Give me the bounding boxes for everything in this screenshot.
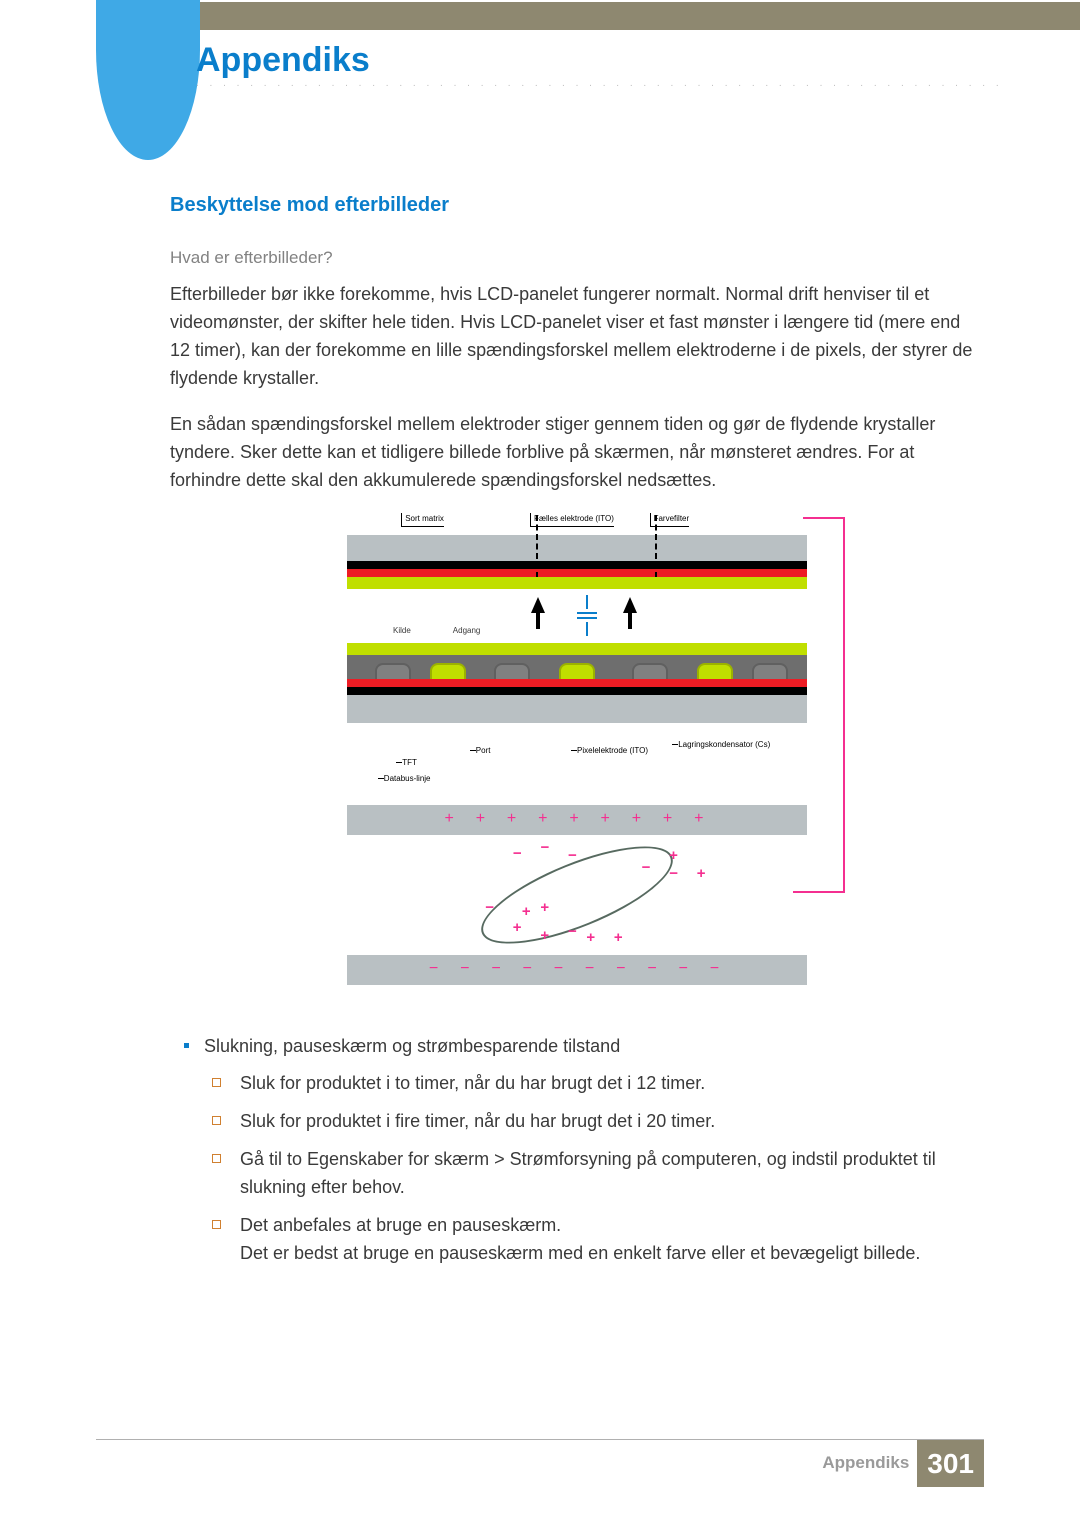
paragraph-2: En sådan spændingsforskel mellem elektro… xyxy=(170,411,984,495)
diagram-label: TFT xyxy=(402,757,417,769)
page-number: 301 xyxy=(917,1440,984,1487)
arrow-up-icon xyxy=(531,597,545,613)
charge-mark: − xyxy=(513,843,522,866)
charge-mark: + xyxy=(540,897,549,920)
charge-mark: + xyxy=(586,927,595,950)
positive-electrode-bar: + + + + + + + + + xyxy=(347,805,807,835)
lcd-cross-section-diagram: Sort matrixFælles elektrode (ITO)Farvefi… xyxy=(347,513,807,793)
footer-section-label: Appendiks xyxy=(822,1450,909,1476)
content-area: Beskyttelse mod efterbilleder Hvad er ef… xyxy=(170,190,984,1278)
charge-mark: + xyxy=(540,925,549,948)
diagram-label: Databus-linje xyxy=(384,773,431,785)
bullet-extra-text: Det er bedst at bruge en pauseskærm med … xyxy=(240,1243,920,1263)
diagram-label: Lagringskondensator (Cs) xyxy=(678,739,770,751)
diagram-label: Sort matrix xyxy=(402,513,444,527)
charge-mark: − xyxy=(641,857,650,880)
charge-mark: − xyxy=(669,863,678,886)
section-subheading: Hvad er efterbilleder? xyxy=(170,245,984,271)
capacitor-icon xyxy=(577,595,597,636)
bullet-level2: Sluk for produktet i to timer, når du ha… xyxy=(170,1070,984,1098)
diagram-label: Port xyxy=(476,745,491,757)
bullet-text: Det anbefales at bruge en pauseskærm. xyxy=(240,1215,561,1235)
charge-distribution-diagram: + + + + + + + + + −−−+−−+−++++−++ − − − … xyxy=(347,805,807,985)
bullet-level1: Slukning, pauseskærm og strømbesparende … xyxy=(170,1033,984,1061)
connector-line xyxy=(843,517,845,893)
recommendations-list: Slukning, pauseskærm og strømbesparende … xyxy=(170,1033,984,1268)
charge-mark: − xyxy=(540,837,549,860)
corner-decoration xyxy=(96,0,200,160)
liquid-crystal-cell: −−−+−−+−++++−++ xyxy=(347,835,807,955)
paragraph-1: Efterbilleder bør ikke forekomme, hvis L… xyxy=(170,281,984,393)
charge-mark: − xyxy=(568,921,577,944)
diagram-label: Kilde xyxy=(393,625,411,637)
negative-electrode-bar: − − − − − − − − − − xyxy=(347,955,807,985)
charge-mark: − xyxy=(485,897,494,920)
layer-band xyxy=(347,569,807,577)
charge-mark: + xyxy=(513,917,522,940)
header-band xyxy=(158,2,1080,30)
layer-band xyxy=(347,695,807,723)
lc-molecule-icon xyxy=(470,827,684,963)
page-footer: Appendiks 301 xyxy=(96,1439,984,1487)
bullet-level2: Gå til to Egenskaber for skærm > Strømfo… xyxy=(170,1146,984,1202)
bullet-level2: Det anbefales at bruge en pauseskærm. De… xyxy=(170,1212,984,1268)
charge-mark: − xyxy=(568,845,577,868)
bullet-level2: Sluk for produktet i fire timer, når du … xyxy=(170,1108,984,1136)
section-heading: Beskyttelse mod efterbilleder xyxy=(170,190,984,221)
connector-line xyxy=(793,891,843,893)
diagram-label: Pixelelektrode (ITO) xyxy=(577,745,648,757)
layer-band xyxy=(347,561,807,569)
connector-line xyxy=(803,517,845,519)
dots-decoration: . . . . . . . . . . . . . . . . . . . . … xyxy=(196,76,1003,92)
charge-mark: + xyxy=(614,927,623,950)
diagram-label: Fælles elektrode (ITO) xyxy=(531,513,614,527)
diagram-label: Adgang xyxy=(453,625,481,637)
arrow-up-icon xyxy=(623,597,637,613)
layer-band xyxy=(347,679,807,687)
layer-band xyxy=(347,535,807,561)
layer-band xyxy=(347,687,807,695)
charge-mark: + xyxy=(522,901,531,924)
charge-mark: + xyxy=(697,863,706,886)
